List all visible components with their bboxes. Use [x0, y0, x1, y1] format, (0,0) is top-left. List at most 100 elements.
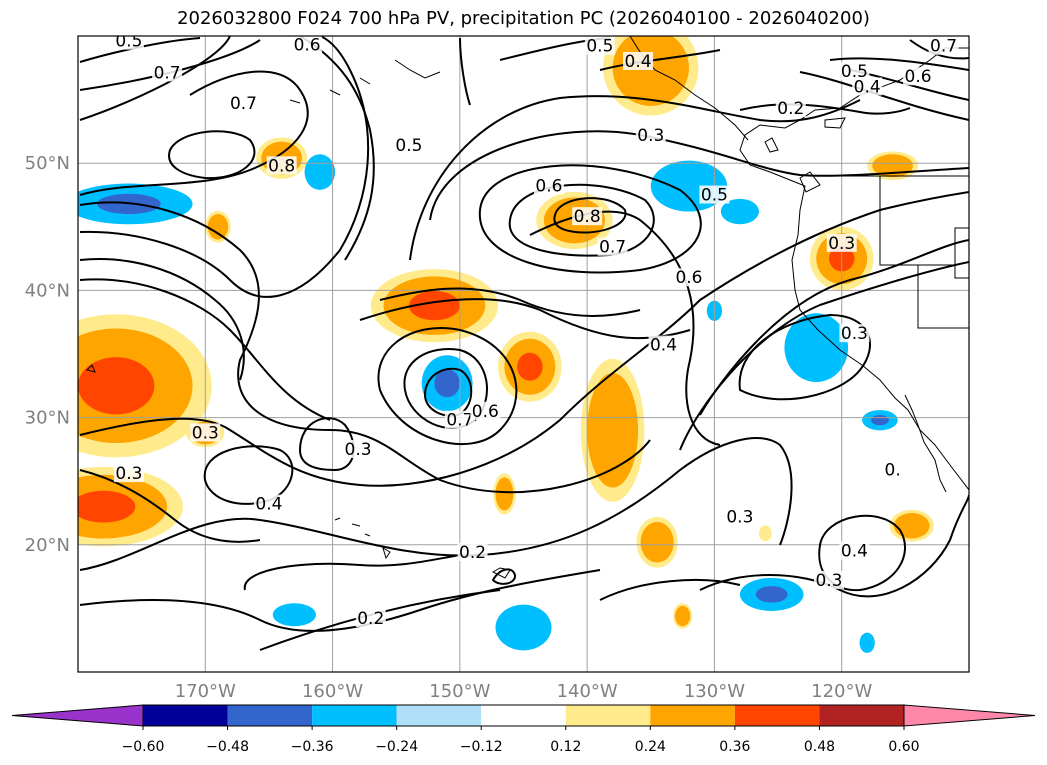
latitude-label: 50°N [25, 153, 70, 174]
colorbar-tick-label: −0.24 [375, 739, 418, 755]
contour-label: 0.6 [905, 67, 932, 87]
contour-label-bg [444, 410, 475, 429]
island-1 [824, 117, 846, 129]
contour-label-bg [839, 324, 870, 343]
contour-label: 0.5 [395, 136, 422, 156]
colorbar-tick-label: −0.36 [291, 739, 334, 755]
contour-label: 0.7 [154, 63, 181, 83]
pv-contour-0.8-ring [168, 130, 256, 180]
longitude-label: 130°W [684, 681, 745, 702]
contour-label-bg [355, 609, 386, 628]
pv-contour-0.3-ridge [409, 95, 861, 261]
contour-label: 0.3 [637, 126, 664, 146]
contour-label: 0.3 [345, 440, 372, 460]
contour-label: 0.8 [268, 156, 295, 176]
pv-contour-0.3-southeast [599, 579, 741, 601]
precip-blob-core [78, 490, 136, 523]
longitude-label: 140°W [557, 681, 618, 702]
contour-label-bg [699, 185, 730, 204]
colorbar-tick-label: 0.48 [804, 739, 835, 755]
colorbar-extend-high [903, 704, 1036, 727]
colorbar-segment [734, 705, 820, 726]
contour-label-bg [113, 36, 144, 50]
contour-label: 0.3 [841, 324, 868, 344]
contour-label: 0.3 [192, 423, 219, 443]
contour-label-bg [457, 542, 488, 561]
colorbar-tick-label: −0.12 [460, 739, 503, 755]
contour-label-bg [190, 423, 221, 442]
precip-blob [640, 521, 674, 563]
contour-label: 0.7 [230, 94, 257, 114]
colorbar-tick-label: 0.24 [635, 739, 666, 755]
precip-blob [760, 526, 771, 540]
state-border-3 [954, 227, 969, 279]
contour-label: 0.3 [726, 507, 753, 527]
contour-label: 0.4 [650, 336, 677, 356]
pv-contour-0.7-ne [909, 39, 969, 60]
baja-peninsula [904, 394, 947, 493]
pv-contour-trough-b [79, 36, 370, 298]
contour-label: 0.5 [586, 37, 613, 57]
colorbar-segment [819, 705, 904, 726]
pv-contour-0.5-cut [459, 37, 471, 106]
precip-blob [304, 154, 336, 190]
colorbar-frame [142, 704, 905, 727]
colorbar-segment [481, 705, 566, 726]
contour-label: 0.7 [446, 411, 473, 431]
pv-contours [79, 36, 969, 651]
contour-label-bg [584, 36, 615, 55]
hawaii-islands [334, 517, 371, 537]
precip-blob-core [517, 352, 543, 381]
pv-contour-0.5-ne [829, 57, 969, 71]
colorbar-segment [396, 705, 482, 726]
colorbar-segment [312, 705, 397, 726]
contour-label: 0. [885, 460, 901, 480]
contour-label: 0.4 [255, 495, 282, 515]
longitude-label: 120°W [811, 681, 872, 702]
colorbar-segment [227, 705, 313, 726]
pv-contour-0.4-outer-east [679, 261, 969, 451]
precip-blob-core [870, 415, 889, 426]
contour-label-bg [393, 135, 424, 154]
pv-contour-cutoff-0.7 [423, 367, 473, 417]
contour-label: 0.4 [625, 52, 652, 72]
pv-contour-0.6-ring [478, 164, 702, 274]
contour-label: 0.4 [841, 542, 868, 562]
pv-contour-0.2-low [79, 569, 601, 632]
colorbar-tick-label: 0.12 [550, 739, 581, 755]
precip-blob [674, 605, 691, 627]
precip-blob-core [408, 291, 460, 321]
pv-contour-0.8-ring-2 [553, 197, 627, 234]
graticule [78, 36, 969, 672]
contour-label-bg [852, 77, 883, 96]
contour-label-bg [597, 237, 628, 256]
contour-label: 0.2 [459, 543, 486, 563]
pv-contour-0.4-top [599, 49, 721, 71]
contour-label-bg [635, 125, 666, 144]
precip-blob [495, 477, 514, 511]
contour-label-bg [928, 36, 959, 55]
pv-contour-0.2-long [79, 437, 793, 571]
colorbar-tick-label: 0.60 [888, 739, 919, 755]
contour-label-bg [877, 460, 908, 479]
contour-label-bg [533, 176, 564, 195]
colorbar: −0.60 −0.48 −0.36 −0.24 −0.12 0.12 0.24 0.36 0.4… [11, 704, 1036, 755]
colorbar-tick-label: 0.36 [719, 739, 750, 755]
pv-contour-0.3-east [699, 494, 969, 598]
contour-label-bg [623, 51, 654, 70]
contour-label: 0.8 [574, 207, 601, 227]
contour-label: 0.7 [599, 238, 626, 258]
pv-contour-0.2-hook [491, 568, 516, 585]
pv-contour-0.6-north [79, 39, 261, 91]
longitude-labels: 170°W 160°W 150°W 140°W 130°W 120°W [175, 681, 873, 702]
contour-label-bg [572, 207, 603, 226]
precip-blob [859, 632, 875, 653]
precip-blob [784, 313, 849, 382]
colorbar-extend-low [11, 704, 144, 727]
contour-label-bg [266, 156, 297, 175]
precip-blob [207, 214, 229, 240]
precip-blob [272, 603, 317, 627]
contour-label: 0.5 [115, 32, 142, 52]
colorbar-segment [650, 705, 735, 726]
